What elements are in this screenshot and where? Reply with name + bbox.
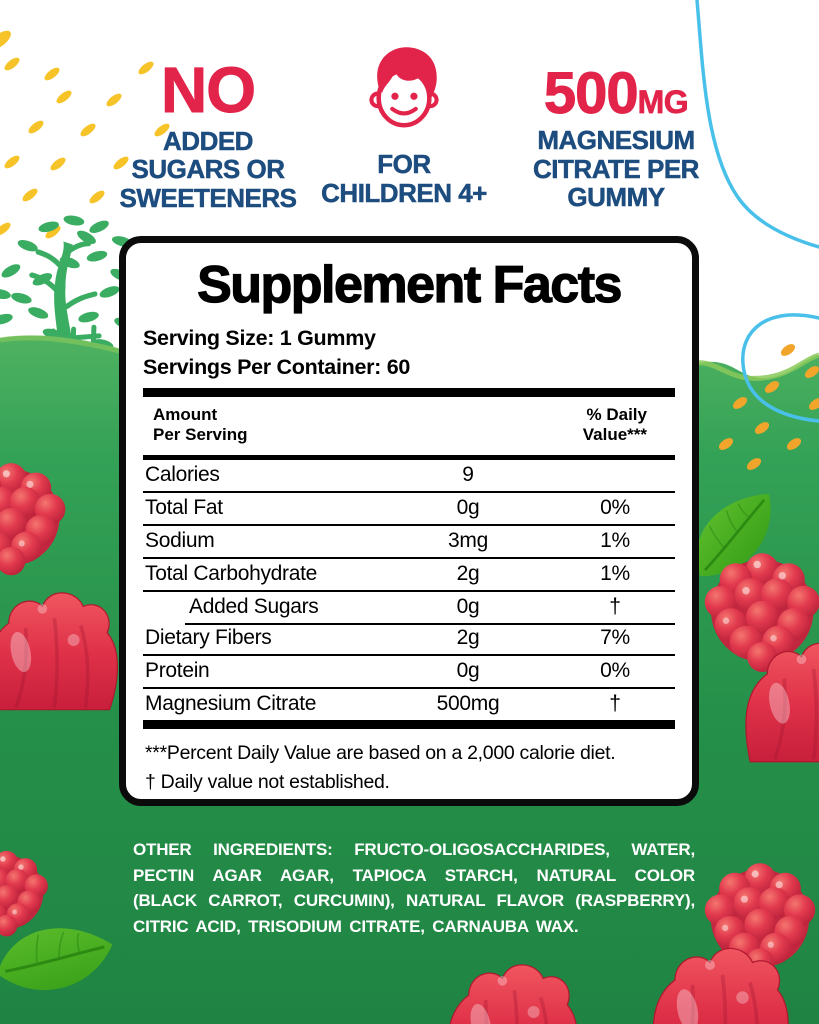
column-header-amount: Amount Per Serving: [153, 404, 248, 445]
blue-loop-icon: [741, 313, 819, 423]
no-subtext: ADDED SUGARS OR SWEETENERS: [119, 125, 297, 213]
table-row: Total Fat 0g 0%: [143, 490, 675, 524]
dose-subtext: MAGNESIUM CITRATE PER GUMMY: [533, 125, 700, 213]
nutrient-name: Added Sugars: [189, 595, 319, 619]
nutrient-name: Calories: [145, 463, 220, 487]
other-ingredients-label: OTHER INGREDIENTS:: [133, 840, 333, 859]
table-row: Total Carbohydrate 2g 1%: [143, 556, 675, 590]
nutrient-name: Total Fat: [145, 496, 223, 520]
nutrient-name: Total Carbohydrate: [145, 562, 318, 586]
nutrient-daily-value: 0%: [600, 659, 630, 683]
gummy-image: [0, 591, 120, 712]
serving-size: Serving Size: 1 Gummy: [143, 326, 376, 351]
nutrient-amount: 500mg: [436, 692, 500, 716]
blue-squiggle-icon: [695, 0, 819, 249]
servings-per-container: Servings Per Container: 60: [143, 354, 411, 379]
facts-rows: Calories 9 Total Fat 0g 0% Sodium 3mg 1% Total C…: [143, 460, 675, 720]
footnotes: ***Percent Daily Value are based on a 2,…: [143, 729, 675, 798]
supplement-facts-panel: Supplement Facts Serving Size: 1 Gummy S…: [119, 236, 699, 806]
divider-medium: [143, 454, 675, 460]
divider-thick: [143, 387, 675, 397]
nutrient-name: Dietary Fibers: [145, 626, 272, 650]
nutrient-name: Sodium: [145, 529, 215, 553]
nutrient-name: Protein: [145, 659, 210, 683]
table-row: Dietary Fibers 2g 7%: [143, 622, 675, 654]
badge-no-added-sugars: NO ADDED SUGARS OR SWEETENERS: [108, 54, 308, 213]
column-header-daily-value: % Daily Value***: [582, 404, 647, 445]
nutrient-name: Magnesium Citrate: [145, 692, 317, 716]
badge-dose: 500 MG MAGNESIUM CITRATE PER GUMMY: [516, 61, 716, 213]
orange-dots-pattern: [718, 344, 819, 470]
nutrient-daily-value: †: [609, 595, 621, 619]
no-headline: NO: [161, 54, 257, 126]
child-face-icon: [369, 47, 439, 128]
nutrient-daily-value: 0%: [600, 496, 630, 520]
serving-info: Serving Size: 1 Gummy Servings Per Conta…: [143, 324, 675, 382]
children-label: FOR CHILDREN 4+: [321, 149, 488, 208]
nutrient-amount: 3mg: [448, 529, 488, 553]
nutrient-daily-value: 1%: [600, 562, 630, 586]
other-ingredients-text: FRUCTO-OLIGOSACCHARIDES, WATER, PECTIN A…: [133, 840, 695, 936]
nutrient-amount: 0g: [456, 496, 480, 520]
nutrient-daily-value: 7%: [600, 626, 630, 650]
badge-for-children: FOR CHILDREN 4+: [316, 42, 492, 207]
nutrient-amount: 0g: [456, 659, 480, 683]
yellow-dots-pattern: [0, 30, 170, 239]
green-crest-highlight: [691, 352, 819, 381]
nutrient-amount: 2g: [456, 626, 480, 650]
dose-amount-line: 500 MG: [516, 61, 716, 126]
table-row: Sodium 3mg 1%: [143, 523, 675, 557]
dose-unit: MG: [637, 84, 689, 121]
nutrient-amount: 0g: [456, 595, 480, 619]
nutrient-daily-value: †: [609, 692, 621, 716]
dose-amount: 500: [543, 61, 639, 126]
facts-column-headers: Amount Per Serving % Daily Value***: [143, 397, 675, 455]
panel-title: Supplement Facts: [196, 256, 623, 315]
nutrient-daily-value: 1%: [600, 529, 630, 553]
table-row: Calories 9: [143, 460, 675, 491]
nutrient-amount: 9: [462, 463, 474, 487]
footnote-not-established: † Daily value not established.: [145, 770, 390, 793]
table-row: Protein 0g 0%: [143, 653, 675, 687]
table-row: Added Sugars 0g †: [143, 589, 675, 623]
nutrient-amount: 2g: [456, 562, 480, 586]
table-row: Magnesium Citrate 500mg †: [143, 686, 675, 720]
divider-thick: [143, 719, 675, 729]
other-ingredients: OTHER INGREDIENTS: FRUCTO-OLIGOSACCHARID…: [133, 837, 695, 939]
footnote-daily-value: ***Percent Daily Value are based on a 2,…: [145, 741, 616, 764]
